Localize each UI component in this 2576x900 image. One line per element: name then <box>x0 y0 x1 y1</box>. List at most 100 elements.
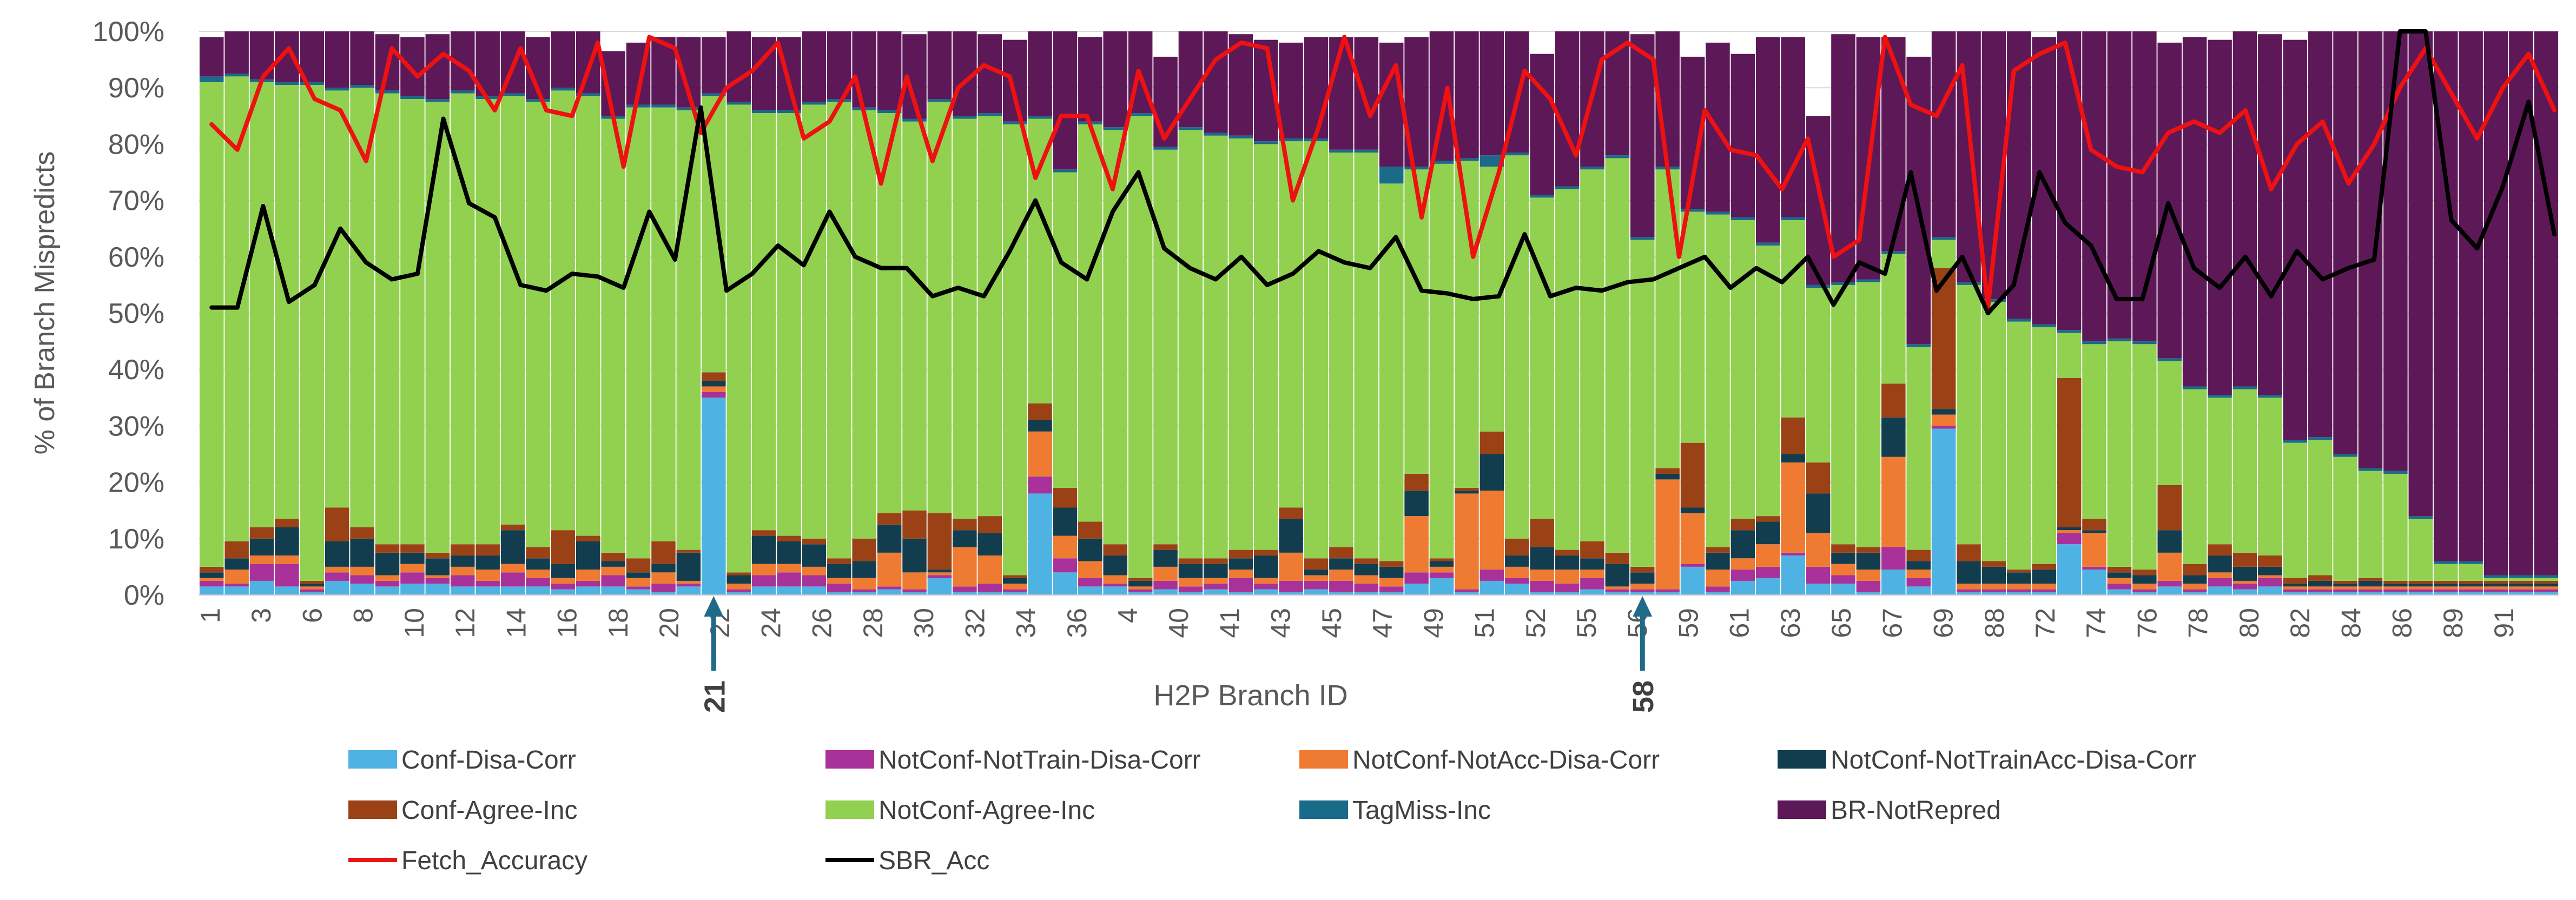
legend-item-notconf-nottrainacc-disa-corr: NotConf-NotTrainAcc-Disa-Corr <box>1778 746 2196 775</box>
bar-segment-notconf-nottrainacc-disa-corr <box>425 558 450 575</box>
legend-item-notconf-notacc-disa-corr: NotConf-NotAcc-Disa-Corr <box>1299 746 1660 775</box>
bar-segment-notconf-nottrainacc-disa-corr <box>2333 584 2357 587</box>
bar-segment-notconf-notacc-disa-corr <box>199 578 224 581</box>
bar-segment-conf-disa-corr <box>1228 592 1253 595</box>
bar-segment-conf-disa-corr <box>1856 592 1881 595</box>
bar-segment-notconf-agree-inc <box>249 82 274 527</box>
bar-stack <box>1755 37 1780 595</box>
bar-segment-conf-agree-inc <box>1128 578 1153 581</box>
bar-segment-conf-agree-inc <box>2107 566 2132 573</box>
bar-segment-conf-disa-corr <box>651 592 676 595</box>
bar-segment-notconf-nottrainacc-disa-corr <box>1228 558 1253 570</box>
bar-segment-notconf-nottrainacc-disa-corr <box>977 533 1002 556</box>
bar-segment-conf-disa-corr <box>1806 584 1831 595</box>
bar-segment-notconf-nottrainacc-disa-corr <box>2358 580 2383 587</box>
bar-segment-notconf-nottrain-disa-corr <box>1605 589 1630 592</box>
bar-stack <box>1404 37 1429 595</box>
bar-segment-conf-agree-inc <box>827 558 851 564</box>
bar-stack <box>1053 31 1078 595</box>
legend-label: NotConf-Agree-Inc <box>879 796 1095 825</box>
x-tick-label: 59 <box>1673 608 1703 638</box>
x-tick-label: 45 <box>1317 608 1347 638</box>
bar-stack <box>1228 34 1253 595</box>
bar-segment-notconf-nottrain-disa-corr <box>1881 547 1906 570</box>
bar-segment-notconf-notacc-disa-corr <box>852 578 876 590</box>
bar-segment-conf-agree-inc <box>2057 378 2082 527</box>
annotation-arrow-58: 58 <box>1627 596 1660 713</box>
bar-segment-tagmiss-inc <box>2283 440 2308 443</box>
bar-segment-notconf-nottrainacc-disa-corr <box>1279 519 1303 553</box>
bar-segment-br-notrepred <box>1957 31 1981 282</box>
bar-segment-tagmiss-inc <box>702 93 726 96</box>
bar-segment-tagmiss-inc <box>2383 471 2408 474</box>
bar-segment-notconf-nottrain-disa-corr <box>1931 426 1956 429</box>
bar-segment-notconf-nottrain-disa-corr <box>1404 572 1429 584</box>
bar-segment-notconf-nottrain-disa-corr <box>1103 584 1128 587</box>
bar-segment-conf-agree-inc <box>1002 575 1027 578</box>
bar-segment-conf-agree-inc <box>224 541 249 559</box>
bar-segment-notconf-agree-inc <box>927 102 952 513</box>
bar-stack <box>1831 34 1855 595</box>
bar-segment-tagmiss-inc <box>375 90 400 94</box>
bar-segment-notconf-nottrainacc-disa-corr <box>1479 454 1504 491</box>
bar-segment-conf-disa-corr <box>1580 589 1604 595</box>
bar-segment-notconf-notacc-disa-corr <box>275 555 299 564</box>
bar-segment-tagmiss-inc <box>1178 127 1203 130</box>
bar-segment-tagmiss-inc <box>2082 341 2106 345</box>
bar-segment-conf-disa-corr <box>2483 592 2508 595</box>
bar-segment-br-notrepred <box>1304 37 1329 138</box>
bar-segment-notconf-nottrainacc-disa-corr <box>249 538 274 556</box>
x-tick-label: 76 <box>2132 608 2162 638</box>
bar-segment-notconf-agree-inc <box>726 104 751 573</box>
bar-segment-notconf-agree-inc <box>1580 169 1604 542</box>
bar-segment-notconf-nottrain-disa-corr <box>2057 533 2082 545</box>
bar-segment-conf-disa-corr <box>1078 586 1102 595</box>
bar-segment-tagmiss-inc <box>1204 133 1228 136</box>
bar-segment-conf-disa-corr <box>1555 592 1580 595</box>
bar-segment-conf-agree-inc <box>1680 442 1705 508</box>
bar-segment-notconf-notacc-disa-corr <box>2383 586 2408 590</box>
bar-segment-conf-disa-corr <box>1504 584 1529 595</box>
bar-segment-tagmiss-inc <box>2032 324 2056 328</box>
bar-segment-br-notrepred <box>1028 31 1052 116</box>
bar-segment-conf-agree-inc <box>2408 580 2433 584</box>
bar-segment-notconf-agree-inc <box>2208 398 2232 545</box>
bar-segment-notconf-nottrain-disa-corr <box>526 578 550 587</box>
bar-segment-notconf-agree-inc <box>350 88 374 527</box>
bar-segment-notconf-notacc-disa-corr <box>1856 570 1881 581</box>
bar-segment-notconf-notacc-disa-corr <box>1078 561 1102 578</box>
bar-segment-notconf-agree-inc <box>2483 578 2508 581</box>
bar-segment-notconf-notacc-disa-corr <box>1379 578 1404 587</box>
bar-stack <box>1253 39 1278 595</box>
bar-segment-notconf-nottrainacc-disa-corr <box>1404 491 1429 517</box>
bar-stack <box>1178 31 1203 595</box>
bar-stack <box>726 31 751 595</box>
bar-segment-notconf-agree-inc <box>2358 471 2383 578</box>
bar-segment-notconf-nottrain-disa-corr <box>375 580 400 587</box>
bar-segment-notconf-notacc-disa-corr <box>927 572 952 575</box>
bar-segment-notconf-agree-inc <box>1002 124 1027 575</box>
bar-segment-conf-disa-corr <box>2132 592 2157 595</box>
legend-label: TagMiss-Inc <box>1352 796 1491 825</box>
x-tick-label: 1 <box>195 608 226 623</box>
x-tick-label: 74 <box>2081 608 2111 638</box>
bar-segment-conf-disa-corr <box>1354 592 1379 595</box>
bar-segment-conf-disa-corr <box>1706 592 1730 595</box>
bar-segment-notconf-nottrainacc-disa-corr <box>450 555 475 567</box>
bar-segment-notconf-agree-inc <box>1530 197 1554 519</box>
bar-segment-conf-disa-corr <box>1128 592 1153 595</box>
x-tick-label: 28 <box>858 608 888 638</box>
bar-segment-notconf-nottrainacc-disa-corr <box>576 541 600 570</box>
bar-segment-notconf-notacc-disa-corr <box>2408 586 2433 590</box>
bar-segment-conf-disa-corr <box>751 586 776 595</box>
bar-segment-tagmiss-inc <box>2132 341 2157 345</box>
bar-segment-notconf-nottrainacc-disa-corr <box>702 381 726 387</box>
bar-stack <box>977 34 1002 595</box>
bar-segment-br-notrepred <box>702 37 726 94</box>
legend-swatch <box>1778 800 1826 819</box>
bar-segment-conf-agree-inc <box>1304 558 1329 570</box>
bar-segment-conf-disa-corr <box>249 580 274 595</box>
bar-segment-br-notrepred <box>2057 31 2082 330</box>
bar-segment-notconf-agree-inc <box>651 107 676 542</box>
bar-segment-tagmiss-inc <box>425 99 450 102</box>
